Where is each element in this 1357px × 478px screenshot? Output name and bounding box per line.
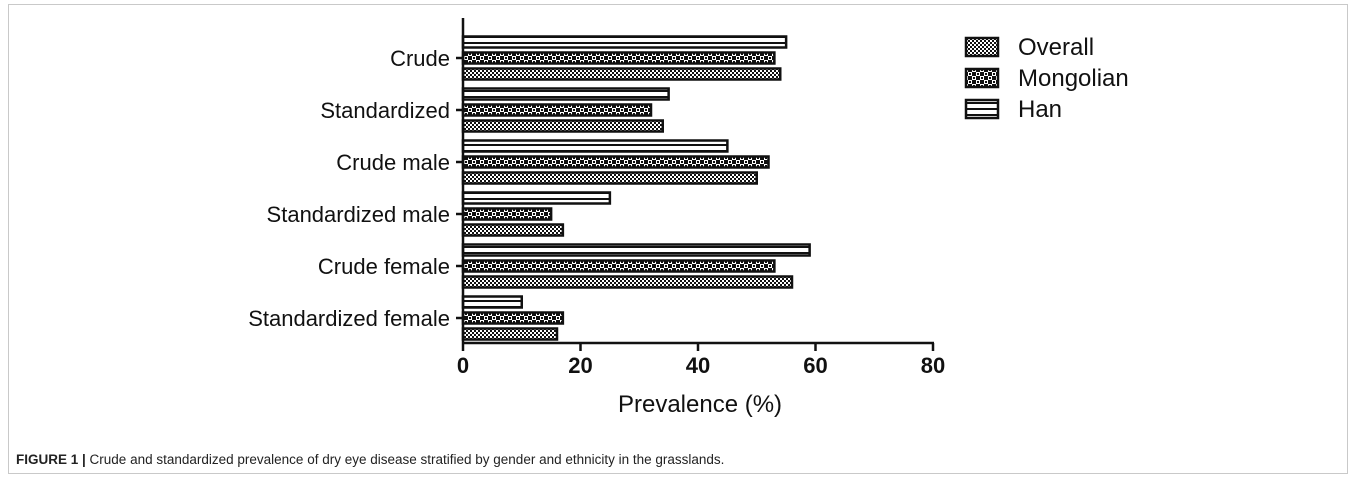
bar-han-standardized-female (461, 295, 523, 309)
y-tick-label-standardized-male: Standardized male (267, 202, 450, 227)
x-tick-label-80: 80 (921, 353, 945, 378)
bar-mongolian-standardized-male (461, 207, 553, 221)
caption-label: FIGURE 1 | (16, 452, 86, 467)
figure-caption: FIGURE 1 | Crude and standardized preval… (16, 452, 724, 467)
bar-han-standardized-male (461, 191, 612, 205)
y-tick-label-crude: Crude (390, 46, 450, 71)
y-tick-label-crude-female: Crude female (318, 254, 450, 279)
bar-mongolian-standardized-female (461, 311, 565, 325)
x-tick-label-40: 40 (686, 353, 710, 378)
bar-overall-crude-male (461, 171, 758, 185)
x-tick-label-20: 20 (568, 353, 592, 378)
bar-han-crude (461, 35, 788, 49)
plot-area (461, 35, 811, 341)
x-axis-label: Prevalence (%) (618, 391, 782, 418)
bar-overall-standardized-female (461, 327, 559, 341)
axes: Crude Standardized Crude male Standardized … (248, 18, 945, 378)
legend-swatch-han (964, 98, 1000, 120)
bar-overall-crude-female (461, 275, 794, 289)
figure-frame (8, 4, 1348, 474)
legend-swatch-mongolian (964, 67, 1000, 89)
y-tick-label-standardized: Standardized (320, 98, 450, 123)
bar-mongolian-crude-female (461, 259, 776, 273)
bar-overall-standardized (461, 119, 664, 133)
bar-overall-standardized-male (461, 223, 565, 237)
x-tick-label-60: 60 (803, 353, 827, 378)
caption-text: Crude and standardized prevalence of dry… (85, 452, 725, 467)
legend: Overall Mongolian Han (964, 34, 1129, 123)
y-tick-label-crude-male: Crude male (336, 150, 450, 175)
y-tick-label-standardized-female: Standardized female (248, 306, 450, 331)
bar-mongolian-crude-male (461, 155, 770, 169)
legend-swatch-overall (964, 36, 1000, 58)
bar-overall-crude (461, 67, 782, 81)
legend-label-han: Han (1018, 96, 1062, 123)
bar-chart: Crude Standardized Crude male Standardized … (248, 18, 1129, 418)
legend-label-overall: Overall (1018, 34, 1094, 61)
bar-mongolian-crude (461, 51, 776, 65)
bar-mongolian-standardized (461, 103, 653, 117)
bar-han-standardized (461, 87, 670, 101)
legend-label-mongolian: Mongolian (1018, 65, 1129, 92)
bar-han-crude-female (461, 243, 811, 257)
x-tick-label-0: 0 (457, 353, 469, 378)
bar-han-crude-male (461, 139, 729, 153)
